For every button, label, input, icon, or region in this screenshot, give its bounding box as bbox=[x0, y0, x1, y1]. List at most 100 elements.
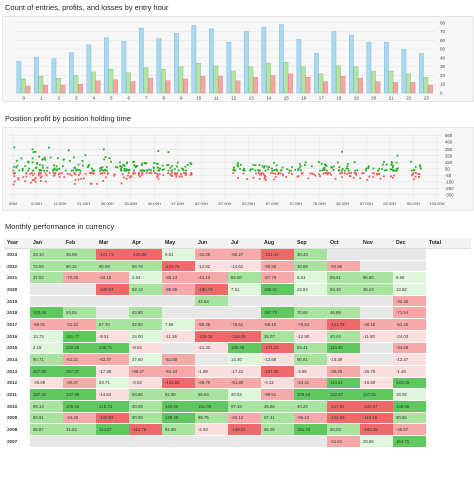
loss-point bbox=[29, 172, 31, 175]
profit-point bbox=[298, 166, 301, 169]
profit-point bbox=[123, 169, 126, 172]
profit-point bbox=[258, 169, 261, 172]
profit-point bbox=[41, 166, 44, 169]
profit-point bbox=[21, 169, 24, 172]
month-cell bbox=[129, 435, 162, 448]
month-cell bbox=[393, 260, 426, 273]
profit-point bbox=[46, 169, 48, 172]
profit-point bbox=[410, 160, 413, 163]
profit-point bbox=[354, 169, 356, 172]
x-tick-label: 95.00H bbox=[407, 201, 420, 206]
month-cell: -41.13 bbox=[195, 271, 228, 285]
loss-point bbox=[52, 172, 55, 174]
x-tick-label: 6 bbox=[127, 96, 130, 101]
profit-point bbox=[136, 165, 139, 168]
profit-point bbox=[36, 161, 38, 164]
month-cell: 20.65 bbox=[360, 435, 393, 448]
month-cell: 23.71 bbox=[96, 377, 129, 390]
month-cell: -121.75 bbox=[327, 318, 360, 331]
month-cell bbox=[426, 248, 471, 261]
loss-point bbox=[175, 175, 178, 178]
month-cell: 131.77 bbox=[63, 330, 96, 343]
profit-point bbox=[185, 169, 187, 172]
loss-point bbox=[120, 182, 123, 185]
profit-point bbox=[298, 163, 301, 165]
x-tick-label: 60M bbox=[9, 201, 17, 206]
loss-point bbox=[232, 172, 235, 174]
profit-point bbox=[38, 169, 41, 172]
x-tick-label: 78.00H bbox=[313, 201, 326, 206]
month-cell: -92.56 bbox=[327, 260, 360, 273]
profit-point bbox=[88, 164, 90, 166]
x-tick-label: 17 bbox=[319, 96, 325, 101]
entries-bar bbox=[384, 41, 389, 94]
profit-point bbox=[353, 161, 356, 164]
loss-point bbox=[30, 172, 33, 175]
profits-bar bbox=[143, 67, 149, 94]
x-tick-label: 57.00H bbox=[219, 201, 232, 206]
profit-point bbox=[365, 169, 367, 172]
table-row: 2014 90.71 -61.21 -42.37 27.60 -51.60 14.40 -12… bbox=[4, 353, 471, 366]
month-cell bbox=[162, 295, 195, 308]
profit-point bbox=[266, 165, 269, 168]
profit-point bbox=[281, 166, 284, 169]
year-cell: 2012 bbox=[4, 377, 30, 390]
month-cell: 108.44 bbox=[63, 400, 96, 413]
loss-point bbox=[40, 175, 43, 178]
month-cell: 67.70 bbox=[96, 318, 129, 331]
month-cell: 114.07 bbox=[96, 423, 129, 436]
profit-point bbox=[391, 162, 393, 164]
x-tick-label: 23 bbox=[424, 96, 430, 101]
losses-bar bbox=[305, 76, 311, 94]
profit-point bbox=[271, 167, 273, 170]
loss-point bbox=[171, 175, 173, 177]
x-tick-label: 13 bbox=[249, 96, 255, 101]
profit-point bbox=[275, 168, 278, 171]
month-cell: -16.59 bbox=[360, 377, 393, 390]
profit-point bbox=[159, 167, 161, 170]
profit-point bbox=[367, 165, 370, 168]
profits-bar bbox=[178, 66, 184, 94]
loss-point bbox=[14, 172, 16, 175]
profit-point bbox=[16, 164, 19, 167]
profit-point bbox=[116, 166, 119, 169]
profit-point bbox=[276, 169, 279, 172]
month-cell: 140.66 bbox=[162, 400, 195, 413]
month-cell bbox=[426, 400, 471, 413]
profits-bar bbox=[108, 69, 114, 94]
profit-point bbox=[38, 155, 40, 158]
month-cell: 27.60 bbox=[129, 353, 162, 366]
loss-point bbox=[48, 172, 51, 174]
month-cell bbox=[360, 342, 393, 355]
profit-point bbox=[93, 169, 96, 172]
profit-point bbox=[53, 168, 56, 171]
month-cell bbox=[426, 377, 471, 390]
profit-point bbox=[177, 169, 180, 172]
month-cell bbox=[426, 412, 471, 425]
profit-point bbox=[122, 163, 125, 166]
profit-point bbox=[385, 169, 388, 171]
month-cell: -12.62 bbox=[195, 260, 228, 273]
loss-point bbox=[77, 178, 80, 181]
month-cell: -55.36 bbox=[195, 318, 228, 331]
loss-point bbox=[260, 172, 263, 174]
profit-point bbox=[68, 159, 71, 162]
profit-point bbox=[249, 169, 252, 172]
loss-point bbox=[322, 172, 325, 175]
entries-bar bbox=[209, 28, 214, 94]
year-cell: 2014 bbox=[4, 353, 30, 366]
month-cell: 113.40 bbox=[327, 342, 360, 355]
month-cell: 24.00 bbox=[129, 330, 162, 343]
profit-point bbox=[347, 167, 349, 170]
profits-bar bbox=[21, 78, 26, 94]
profit-point bbox=[31, 157, 34, 160]
profit-point bbox=[242, 169, 245, 172]
month-cell: -99.51 bbox=[261, 388, 294, 401]
loss-point bbox=[390, 175, 392, 178]
profit-point bbox=[82, 164, 84, 167]
loss-point bbox=[349, 175, 352, 178]
profit-point bbox=[70, 169, 73, 172]
y-tick-label: -250 bbox=[445, 186, 454, 191]
month-cell: -51.48 bbox=[393, 318, 426, 331]
